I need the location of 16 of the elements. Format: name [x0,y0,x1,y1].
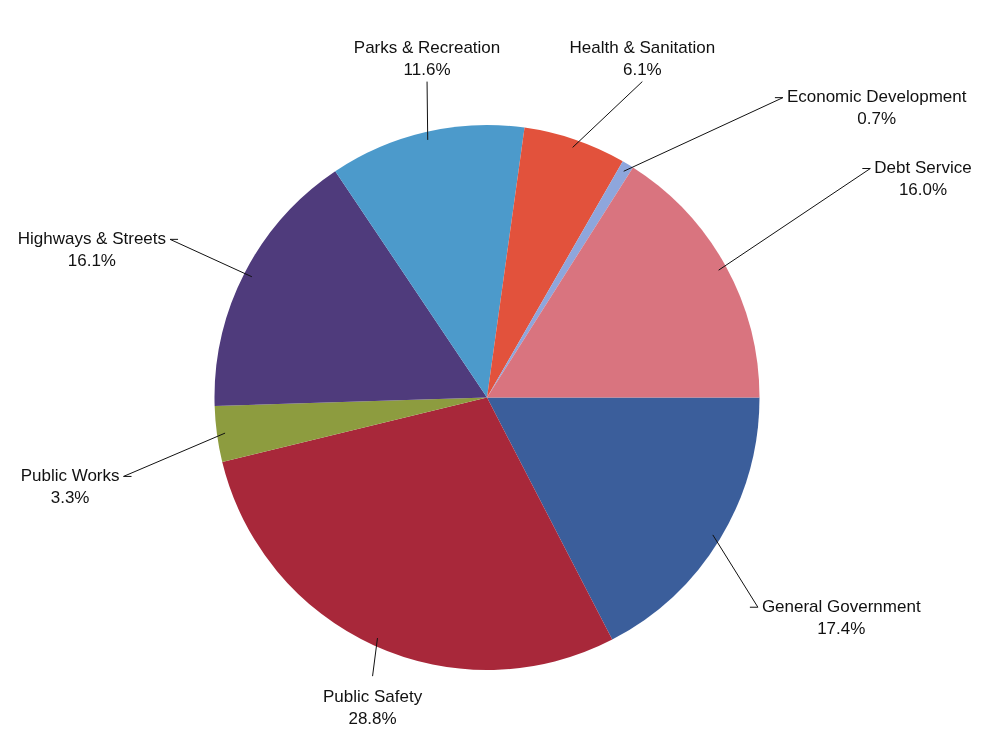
data-label: 0.7% [857,109,897,129]
slice-label: Public Works [20,466,120,486]
slice-label: Economic Development [786,87,967,107]
data-label: 11.6% [403,60,451,80]
data-label: 6.1% [622,60,662,80]
data-label: 28.8% [348,708,397,728]
data-label: 17.4% [817,618,866,638]
slice-label: Health & Sanitation [569,38,716,58]
data-label: 16.0% [898,180,948,200]
slice-label: Public Safety [322,686,423,706]
slice-label: Highways & Streets [17,229,167,249]
slice-label: General Government [761,596,921,616]
slice-label: Parks & Recreation [353,38,501,58]
data-label: 3.3% [50,488,90,508]
slice-label: Debt Service [874,158,972,178]
data-label: 16.1% [67,251,116,271]
